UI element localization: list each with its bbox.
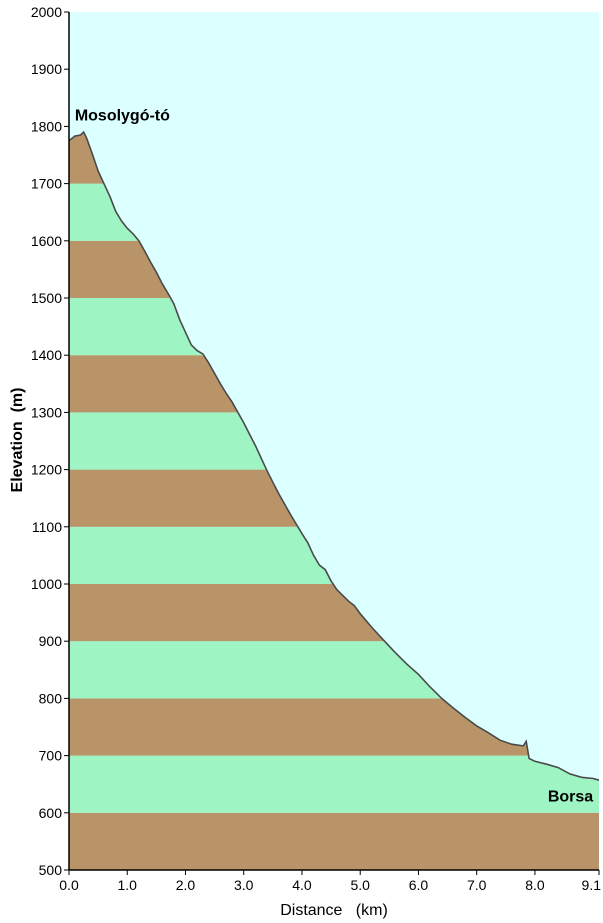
- y-tick-label: 800: [39, 690, 63, 706]
- elevation-profile-line: [68, 130, 600, 781]
- y-tick-label: 1400: [31, 347, 62, 363]
- x-axis-ticks: 0.0 1.0 2.0 3.0 4.0 5.0 6.0 7.0 8.0 9.1: [59, 870, 601, 893]
- y-tick-label: 600: [39, 805, 63, 821]
- y-tick-label: 1700: [31, 176, 62, 192]
- y-tick-label: 1300: [31, 404, 62, 420]
- y-tick-label: 900: [39, 633, 63, 649]
- x-tick-label: 5.0: [350, 877, 370, 893]
- x-tick-label: 7.0: [467, 877, 487, 893]
- y-tick-label: 500: [39, 862, 63, 878]
- x-tick-label: 4.0: [292, 877, 312, 893]
- place-annotations: Mosolygó-tó Borsa: [75, 108, 593, 806]
- y-tick-label: 1200: [31, 462, 62, 478]
- y-tick-label: 700: [39, 748, 63, 764]
- place-label: Mosolygó-tó: [75, 108, 170, 125]
- x-tick-label: 8.0: [525, 877, 545, 893]
- x-tick-label: 6.0: [409, 877, 429, 893]
- x-tick-label: 9.1: [582, 877, 602, 893]
- x-tick-label: 1.0: [118, 877, 138, 893]
- x-axis-title: Distance (km): [280, 902, 388, 919]
- y-tick-label: 1000: [31, 576, 62, 592]
- y-tick-label: 2000: [31, 4, 62, 20]
- y-tick-label: 1500: [31, 290, 62, 306]
- y-axis-ticks: 500 600 700 800 900 1000 1100 1200 1300 1400 1500 1…: [31, 4, 69, 878]
- y-tick-label: 1900: [31, 61, 62, 77]
- y-tick-label: 1600: [31, 233, 62, 249]
- place-label: Borsa: [548, 788, 593, 805]
- x-tick-label: 2.0: [176, 877, 196, 893]
- y-axis-title: Elevation (m): [9, 388, 26, 493]
- axes: [68, 12, 599, 871]
- elevation-band: [69, 812, 599, 870]
- elevation-band: [69, 755, 599, 813]
- y-tick-label: 1800: [31, 118, 62, 134]
- y-tick-label: 1100: [32, 519, 62, 535]
- x-tick-label: 3.0: [234, 877, 254, 893]
- x-tick-label: 0.0: [59, 877, 79, 893]
